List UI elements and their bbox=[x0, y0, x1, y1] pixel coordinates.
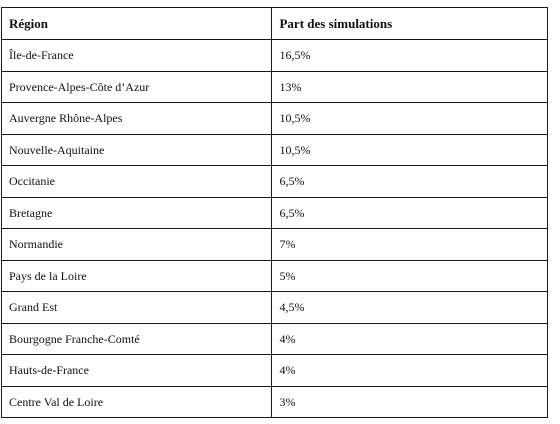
share-cell: 6,5% bbox=[271, 165, 548, 198]
share-cell: 4,5% bbox=[271, 291, 548, 324]
region-cell: Centre Val de Loire bbox=[0, 385, 273, 418]
column-header-region: Région bbox=[0, 7, 273, 40]
share-cell: 6,5% bbox=[271, 196, 548, 229]
region-simulation-table: Région Part des simulations Île-de-Franc… bbox=[0, 7, 548, 418]
share-cell: 4% bbox=[271, 322, 548, 355]
share-cell: 13% bbox=[271, 70, 548, 103]
region-cell: Provence-Alpes-Côte d’Azur bbox=[0, 70, 273, 103]
table-row: Normandie 7% bbox=[0, 228, 548, 261]
region-cell: Grand Est bbox=[0, 291, 273, 324]
share-cell: 3% bbox=[271, 385, 548, 418]
region-cell: Pays de la Loire bbox=[0, 259, 273, 292]
region-cell: Bourgogne Franche-Comté bbox=[0, 322, 273, 355]
share-cell: 10,5% bbox=[271, 102, 548, 135]
region-cell: Hauts-de-France bbox=[0, 354, 273, 387]
table-header-row: Région Part des simulations bbox=[0, 7, 548, 40]
table-row: Île-de-France 16,5% bbox=[0, 39, 548, 72]
region-cell: Auvergne Rhône-Alpes bbox=[0, 102, 273, 135]
region-cell: Normandie bbox=[0, 228, 273, 261]
region-cell: Île-de-France bbox=[0, 39, 273, 72]
share-cell: 16,5% bbox=[271, 39, 548, 72]
table-row: Centre Val de Loire 3% bbox=[0, 385, 548, 418]
table-row: Pays de la Loire 5% bbox=[0, 259, 548, 292]
table-row: Provence-Alpes-Côte d’Azur 13% bbox=[0, 70, 548, 103]
region-cell: Nouvelle-Aquitaine bbox=[0, 133, 273, 166]
table-row: Bourgogne Franche-Comté 4% bbox=[0, 322, 548, 355]
table-row: Hauts-de-France 4% bbox=[0, 354, 548, 387]
share-cell: 4% bbox=[271, 354, 548, 387]
table-row: Occitanie 6,5% bbox=[0, 165, 548, 198]
table-row: Auvergne Rhône-Alpes 10,5% bbox=[0, 102, 548, 135]
share-cell: 5% bbox=[271, 259, 548, 292]
share-cell: 7% bbox=[271, 228, 548, 261]
region-cell: Occitanie bbox=[0, 165, 273, 198]
table-row: Bretagne 6,5% bbox=[0, 196, 548, 229]
table-body: Île-de-France 16,5% Provence-Alpes-Côte … bbox=[0, 39, 548, 418]
column-header-share: Part des simulations bbox=[271, 7, 548, 40]
table-row: Grand Est 4,5% bbox=[0, 291, 548, 324]
table-row: Nouvelle-Aquitaine 10,5% bbox=[0, 133, 548, 166]
share-cell: 10,5% bbox=[271, 133, 548, 166]
region-cell: Bretagne bbox=[0, 196, 273, 229]
